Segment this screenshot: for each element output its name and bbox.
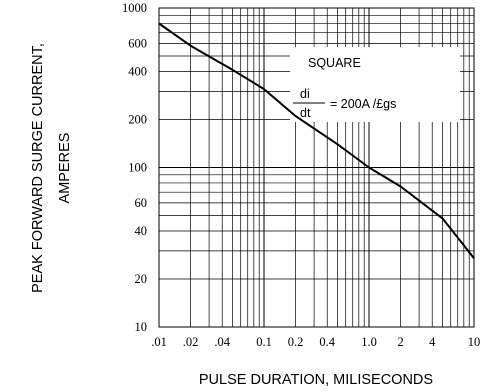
x-tick-label: .02 (183, 335, 199, 349)
y-tick-label: 400 (128, 64, 147, 78)
y-tick-label: 200 (128, 112, 147, 126)
series-layer (158, 22, 475, 259)
y-tick-label: 1000 (122, 1, 147, 15)
annotation-value: = 200A /£gs (330, 97, 396, 111)
series-line (158, 22, 475, 259)
y-tick-label: 20 (135, 272, 148, 286)
y-tick-labels: 10 20 40 60 100 200 400 600 1000 (122, 1, 147, 334)
annotation-label: SQUARE (308, 56, 361, 70)
x-axis-label: PULSE DURATION, MILISECONDS (199, 372, 433, 388)
x-tick-label: .01 (151, 335, 167, 349)
x-tick-label: 10 (468, 335, 481, 349)
x-tick-label: 0.4 (319, 335, 335, 349)
y-tick-label: 40 (135, 224, 148, 238)
y-tick-label: 10 (135, 320, 148, 334)
annotation-fraction-denominator: dt (300, 106, 311, 120)
annotation-background (290, 47, 460, 122)
y-tick-label: 100 (128, 161, 147, 175)
x-tick-label: 0.2 (288, 335, 304, 349)
plot-frame (158, 7, 475, 328)
x-tick-label: 2 (397, 335, 403, 349)
x-tick-label: 1.0 (361, 335, 377, 349)
annotation-box: SQUARE di dt = 200A /£gs (290, 47, 460, 122)
x-tick-label: 4 (429, 335, 436, 349)
annotation-fraction-numerator: di (300, 87, 310, 101)
y-tick-label: 600 (128, 36, 147, 50)
x-tick-label: 0.1 (256, 335, 272, 349)
x-tick-label: .04 (214, 335, 230, 349)
y-axis-label-line-2: AMPERES (57, 133, 73, 204)
x-tick-labels: .01 .02 .04 0.1 0.2 0.4 1.0 2 4 10 (151, 335, 480, 349)
y-tick-label: 60 (135, 196, 148, 210)
y-axis-label-line-1: PEAK FORWARD SURGE CURRENT, (30, 43, 46, 293)
